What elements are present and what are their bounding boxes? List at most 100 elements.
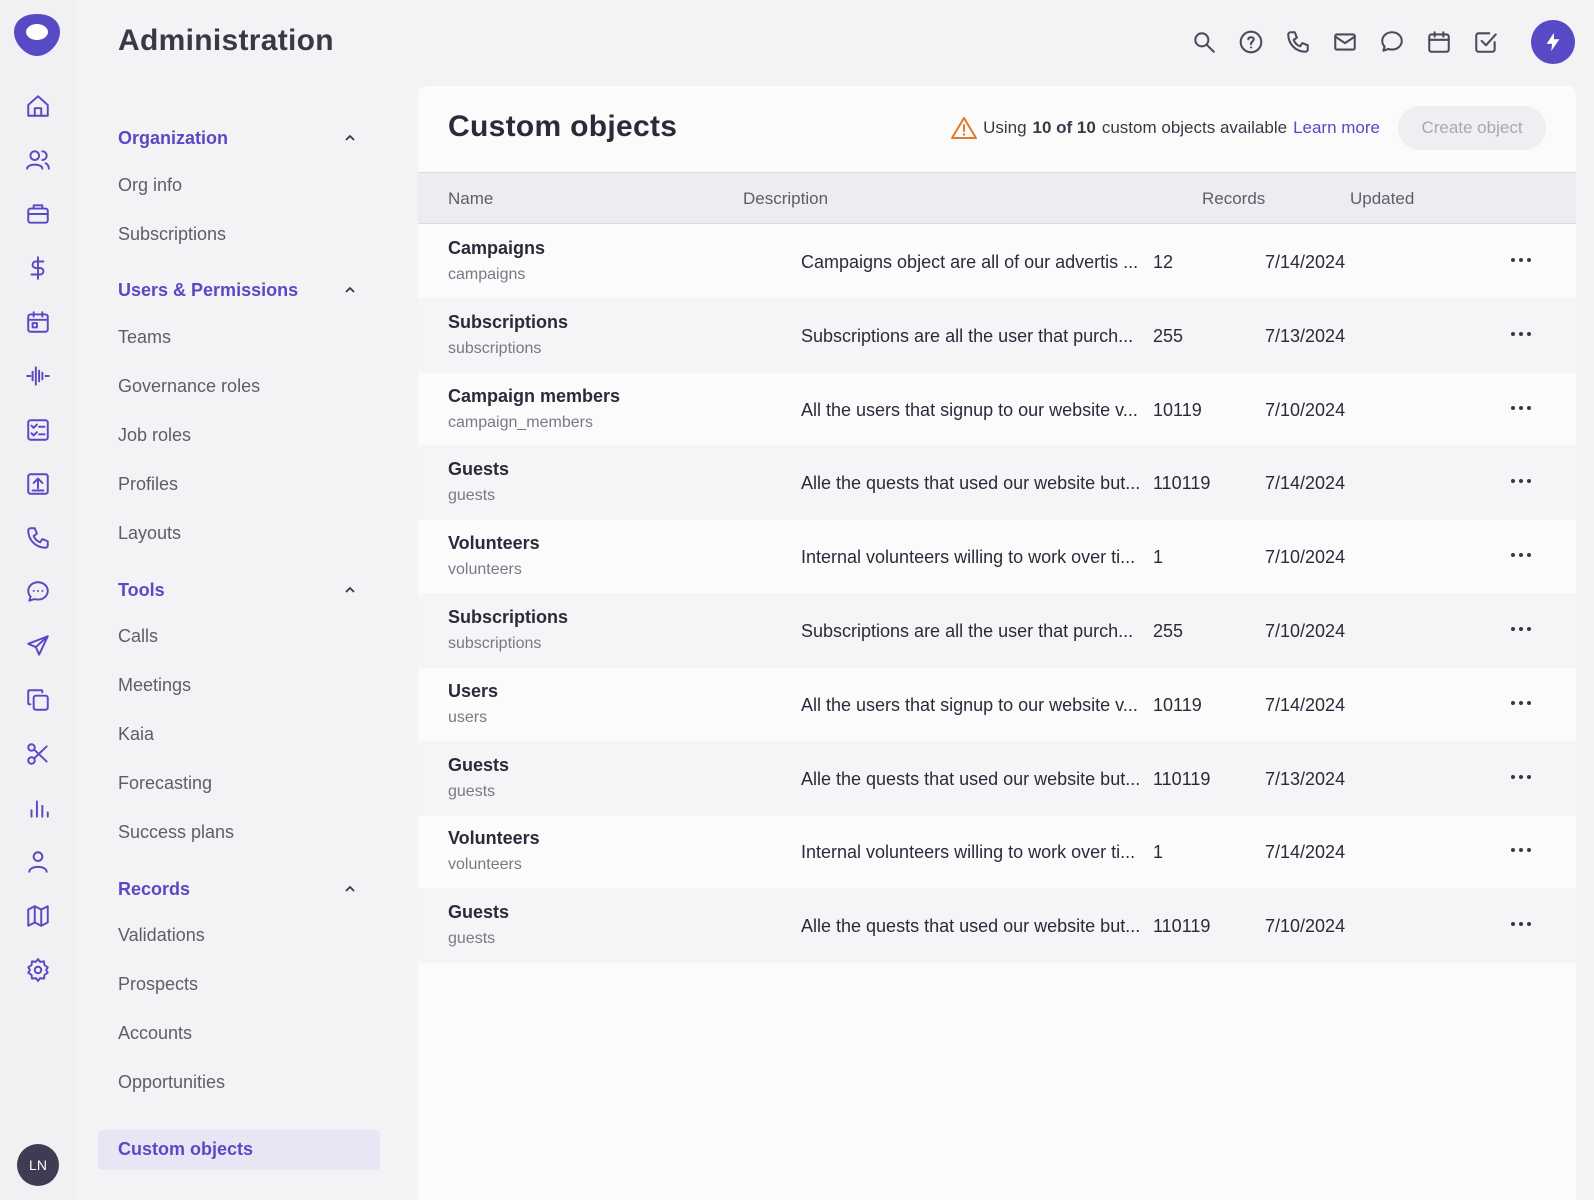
- object-description: Subscriptions are all the user that purc…: [801, 621, 1134, 641]
- table-row[interactable]: Subscriptions subscriptions Subscriptions …: [418, 593, 1576, 668]
- object-name[interactable]: Users: [448, 680, 499, 701]
- nav-item-org-info[interactable]: Org info: [118, 175, 183, 195]
- table-row[interactable]: Campaigns campaigns Campaigns object are a…: [418, 224, 1576, 299]
- nav-item-accounts[interactable]: Accounts: [118, 1023, 193, 1043]
- import-icon[interactable]: [22, 468, 54, 500]
- nav-item-forecasting[interactable]: Forecasting: [118, 773, 213, 793]
- phone-icon[interactable]: [22, 522, 54, 554]
- search-icon[interactable]: [1186, 24, 1222, 60]
- bar-chart-icon[interactable]: [22, 792, 54, 824]
- nav-item-layouts[interactable]: Layouts: [118, 523, 182, 543]
- home-icon[interactable]: [22, 90, 54, 122]
- nav-item-kaia[interactable]: Kaia: [118, 724, 155, 744]
- chevron-up-icon[interactable]: [342, 881, 358, 897]
- person-icon[interactable]: [22, 846, 54, 878]
- more-actions-icon[interactable]: [1508, 250, 1534, 270]
- nav-item-custom-objects[interactable]: Custom objects: [98, 1130, 380, 1170]
- create-object-button[interactable]: Create object: [1398, 106, 1546, 150]
- nav-section-organization[interactable]: Organization: [118, 128, 358, 149]
- calendar-icon[interactable]: [22, 306, 54, 338]
- more-actions-icon[interactable]: [1508, 324, 1534, 344]
- user-avatar[interactable]: LN: [17, 1144, 59, 1186]
- nav-item-subscriptions[interactable]: Subscriptions: [118, 224, 227, 244]
- more-actions-icon[interactable]: [1508, 619, 1534, 639]
- object-records: 255: [1153, 325, 1184, 346]
- column-header-description[interactable]: Description: [743, 189, 829, 208]
- activity-icon[interactable]: [22, 360, 54, 392]
- chevron-up-icon[interactable]: [342, 282, 358, 298]
- table-row[interactable]: Volunteers volunteers Internal volunteers …: [418, 519, 1576, 594]
- table-row[interactable]: Guests guests Alle the quests that used ou…: [418, 888, 1576, 964]
- nav-item-opportunities[interactable]: Opportunities: [118, 1072, 226, 1092]
- task-icon[interactable]: [1468, 24, 1504, 60]
- object-name[interactable]: Subscriptions: [448, 311, 569, 332]
- table-header: Name Description Records Updated: [418, 172, 1576, 224]
- nav-item-profiles[interactable]: Profiles: [118, 474, 179, 494]
- nav-item-prospects[interactable]: Prospects: [118, 974, 199, 994]
- object-name[interactable]: Campaign members: [448, 385, 621, 406]
- chevron-up-icon[interactable]: [342, 130, 358, 146]
- icon-rail: LN: [0, 0, 76, 1200]
- app-logo[interactable]: [12, 12, 62, 58]
- nav-item-success-plans[interactable]: Success plans: [118, 822, 235, 842]
- more-actions-icon[interactable]: [1508, 398, 1534, 418]
- more-actions-icon[interactable]: [1508, 840, 1534, 860]
- more-actions-icon[interactable]: [1508, 545, 1534, 565]
- map-icon[interactable]: [22, 900, 54, 932]
- table-row[interactable]: Guests guests Alle the quests that used ou…: [418, 445, 1576, 521]
- chat-icon[interactable]: [22, 576, 54, 608]
- table-row[interactable]: Users users All the users that signup to o…: [418, 667, 1576, 742]
- more-actions-icon[interactable]: [1508, 471, 1534, 491]
- object-name[interactable]: Volunteers: [448, 533, 540, 554]
- object-name[interactable]: Guests: [448, 902, 510, 923]
- column-header-records[interactable]: Records: [1202, 189, 1266, 208]
- object-name[interactable]: Campaigns: [448, 238, 546, 258]
- nav-section-tools[interactable]: Tools: [118, 580, 358, 601]
- object-name[interactable]: Volunteers: [448, 828, 540, 849]
- nav-item-teams[interactable]: Teams: [118, 327, 172, 347]
- usage-count: 10 of 10: [1032, 118, 1096, 137]
- more-actions-icon[interactable]: [1508, 693, 1534, 713]
- table-row[interactable]: Guests guests Alle the quests that used ou…: [418, 740, 1576, 816]
- send-icon[interactable]: [22, 630, 54, 662]
- nav-item-meetings[interactable]: Meetings: [118, 675, 192, 695]
- table-row[interactable]: Volunteers volunteers Internal volunteers …: [418, 814, 1576, 889]
- object-updated: 7/10/2024: [1265, 916, 1346, 937]
- checklist-icon[interactable]: [22, 414, 54, 446]
- nav-section-records[interactable]: Records: [118, 879, 358, 900]
- nav-section-users-permissions[interactable]: Users & Permissions: [118, 280, 358, 301]
- settings-icon[interactable]: [22, 954, 54, 986]
- message-icon[interactable]: [1374, 24, 1410, 60]
- nav-item-validations[interactable]: Validations: [118, 925, 205, 945]
- column-header-name[interactable]: Name: [448, 189, 494, 208]
- more-actions-icon[interactable]: [1508, 914, 1534, 934]
- help-icon[interactable]: [1233, 24, 1269, 60]
- more-actions-icon[interactable]: [1508, 767, 1534, 787]
- chevron-up-icon[interactable]: [342, 582, 358, 598]
- briefcase-icon[interactable]: [22, 198, 54, 230]
- column-header-updated[interactable]: Updated: [1350, 189, 1415, 208]
- learn-more-link[interactable]: Learn more: [1293, 118, 1380, 137]
- nav-item-job-roles[interactable]: Job roles: [118, 425, 192, 445]
- nav-item-calls[interactable]: Calls: [118, 626, 159, 646]
- warning-icon: [951, 117, 978, 139]
- object-name[interactable]: Subscriptions: [448, 607, 569, 627]
- nav-item-governance-roles[interactable]: Governance roles: [118, 376, 261, 396]
- object-description: All the users that signup to our website…: [801, 694, 1138, 715]
- bolt-icon[interactable]: [1531, 20, 1575, 64]
- nav-section-label: Tools: [118, 580, 165, 600]
- object-records: 255: [1153, 621, 1184, 641]
- calendar-top-icon[interactable]: [1421, 24, 1457, 60]
- object-description: All the users that signup to our website…: [801, 399, 1138, 420]
- contacts-icon[interactable]: [22, 144, 54, 176]
- object-name[interactable]: Guests: [448, 754, 510, 775]
- mail-icon[interactable]: [1327, 24, 1363, 60]
- object-name[interactable]: Guests: [448, 459, 510, 480]
- table-row[interactable]: Campaign members campaign_members All the …: [418, 372, 1576, 447]
- copy-icon[interactable]: [22, 684, 54, 716]
- dollar-icon[interactable]: [22, 252, 54, 284]
- call-icon[interactable]: [1280, 24, 1316, 60]
- object-description: Campaigns object are all of our advertis…: [801, 252, 1139, 272]
- table-row[interactable]: Subscriptions subscriptions Subscriptions …: [418, 297, 1576, 373]
- scissors-icon[interactable]: [22, 738, 54, 770]
